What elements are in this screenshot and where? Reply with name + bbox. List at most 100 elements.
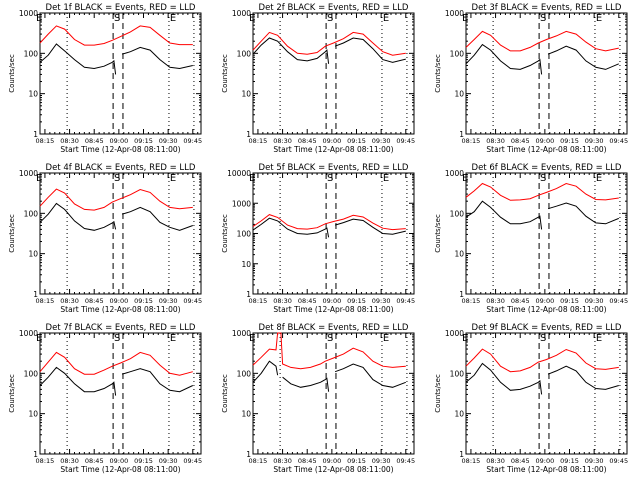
x-axis-label: Start Time (12-Apr-08 08:11:00) [60, 465, 180, 474]
x-tick-label: 08:45 [85, 137, 104, 145]
lld-series-line [252, 31, 406, 56]
x-axis-label: Start Time (12-Apr-08 08:11:00) [486, 145, 606, 154]
marker-label: E [383, 333, 389, 344]
plot-frame [39, 12, 202, 135]
x-tick-label: 09:45 [609, 457, 628, 465]
plot-frame [252, 332, 415, 455]
lld-series-line [39, 351, 193, 376]
y-tick-label: 1 [33, 290, 38, 299]
marker-label: S [327, 333, 333, 344]
marker-label: E [170, 13, 176, 24]
events-series-line [39, 366, 194, 396]
x-tick-label: 09:30 [585, 457, 604, 465]
x-tick-label: 09:30 [159, 457, 178, 465]
x-tick-label: 08:15 [462, 457, 481, 465]
y-tick-label: 100 [450, 369, 465, 378]
marker-label: E [249, 173, 255, 184]
events-series-line [39, 202, 193, 231]
marker-label: E [462, 173, 468, 184]
panel-det-2: Det 2f BLACK = Events, RED = LLD 1 10 100 10… [221, 3, 415, 154]
marker-label: E [36, 173, 42, 184]
panel-det-5: Det 5f BLACK = Events, RED = LLD 1 10 100 10… [221, 163, 415, 314]
marker-label: E [462, 333, 468, 344]
x-tick-label: 09:30 [585, 137, 604, 145]
y-tick-label: 10 [241, 260, 251, 269]
x-tick-label: 09:45 [183, 457, 202, 465]
x-tick-label: 08:15 [249, 457, 268, 465]
x-tick-label: 08:30 [486, 457, 505, 465]
x-tick-label: 09:00 [322, 137, 341, 145]
x-tick-label: 09:30 [372, 297, 391, 305]
lld-series-line [465, 30, 619, 52]
x-tick-label: 09:15 [134, 457, 153, 465]
x-tick-label: 09:45 [609, 297, 628, 305]
y-axis-label: Counts/sec [8, 374, 16, 413]
x-tick-label: 09:15 [134, 137, 153, 145]
x-tick-label: 09:15 [347, 457, 366, 465]
y-tick-label: 10 [241, 90, 251, 99]
x-tick-label: 09:45 [396, 457, 415, 465]
y-tick-label: 1000 [232, 9, 251, 18]
plot-frame [252, 12, 415, 135]
y-tick-label: 100 [237, 369, 252, 378]
x-tick-label: 08:15 [36, 457, 55, 465]
y-tick-label: 10 [454, 90, 464, 99]
y-axis-label: Counts/sec [434, 54, 442, 93]
marker-label: E [596, 173, 602, 184]
marker-label: E [249, 333, 255, 344]
x-tick-label: 08:30 [486, 137, 505, 145]
x-tick-label: 09:15 [347, 137, 366, 145]
marker-label: E [596, 13, 602, 24]
lld-series-line [39, 188, 193, 211]
panel-title: Det 6f BLACK = Events, RED = LLD [472, 163, 622, 173]
x-tick-label: 09:00 [109, 457, 128, 465]
x-axis-label: Start Time (12-Apr-08 08:11:00) [60, 145, 180, 154]
x-tick-label: 08:15 [249, 137, 268, 145]
y-tick-label: 10 [28, 410, 38, 419]
x-axis-label: Start Time (12-Apr-08 08:11:00) [273, 465, 393, 474]
events-series-line [465, 362, 619, 395]
x-axis-label: Start Time (12-Apr-08 08:11:00) [486, 305, 606, 314]
x-tick-label: 09:45 [396, 137, 415, 145]
lld-series-line [252, 214, 406, 231]
y-tick-label: 1000 [19, 9, 38, 18]
x-tick-label: 09:45 [396, 297, 415, 305]
y-tick-label: 1 [459, 450, 464, 459]
x-axis-label: Start Time (12-Apr-08 08:11:00) [60, 305, 180, 314]
y-tick-label: 1 [33, 130, 38, 139]
x-tick-label: 08:45 [511, 297, 530, 305]
y-tick-label: 100 [450, 49, 465, 58]
y-axis-label: Counts/sec [221, 214, 229, 253]
marker-label: S [540, 173, 546, 184]
events-series-line [252, 360, 406, 392]
y-tick-label: 1000 [232, 329, 251, 338]
x-tick-label: 09:30 [372, 457, 391, 465]
x-tick-label: 08:45 [85, 457, 104, 465]
x-tick-label: 09:45 [183, 297, 202, 305]
plot-frame [465, 172, 628, 295]
y-tick-label: 10 [28, 250, 38, 259]
x-tick-label: 08:15 [462, 137, 481, 145]
y-axis-label: Counts/sec [434, 374, 442, 413]
panel-title: Det 9f BLACK = Events, RED = LLD [472, 323, 622, 333]
y-tick-label: 100 [24, 49, 39, 58]
y-tick-label: 10 [454, 250, 464, 259]
x-tick-label: 09:00 [109, 297, 128, 305]
x-tick-label: 09:00 [322, 297, 341, 305]
marker-label: E [462, 13, 468, 24]
lld-series-line [465, 348, 619, 373]
events-series-line [465, 200, 619, 230]
marker-label: S [540, 13, 546, 24]
plot-frame [465, 332, 628, 455]
y-axis-label: Counts/sec [221, 54, 229, 93]
x-tick-label: 09:30 [159, 297, 178, 305]
x-axis-label: Start Time (12-Apr-08 08:11:00) [273, 305, 393, 314]
x-tick-label: 09:00 [109, 137, 128, 145]
panel-title: Det 8f BLACK = Events, RED = LLD [259, 323, 409, 333]
y-axis-label: Counts/sec [8, 54, 16, 93]
x-tick-label: 08:15 [249, 297, 268, 305]
marker-label: S [327, 173, 333, 184]
panel-det-4: Det 4f BLACK = Events, RED = LLD 1 10 100 10… [8, 163, 202, 314]
y-axis-label: Counts/sec [8, 214, 16, 253]
x-tick-label: 09:15 [347, 297, 366, 305]
